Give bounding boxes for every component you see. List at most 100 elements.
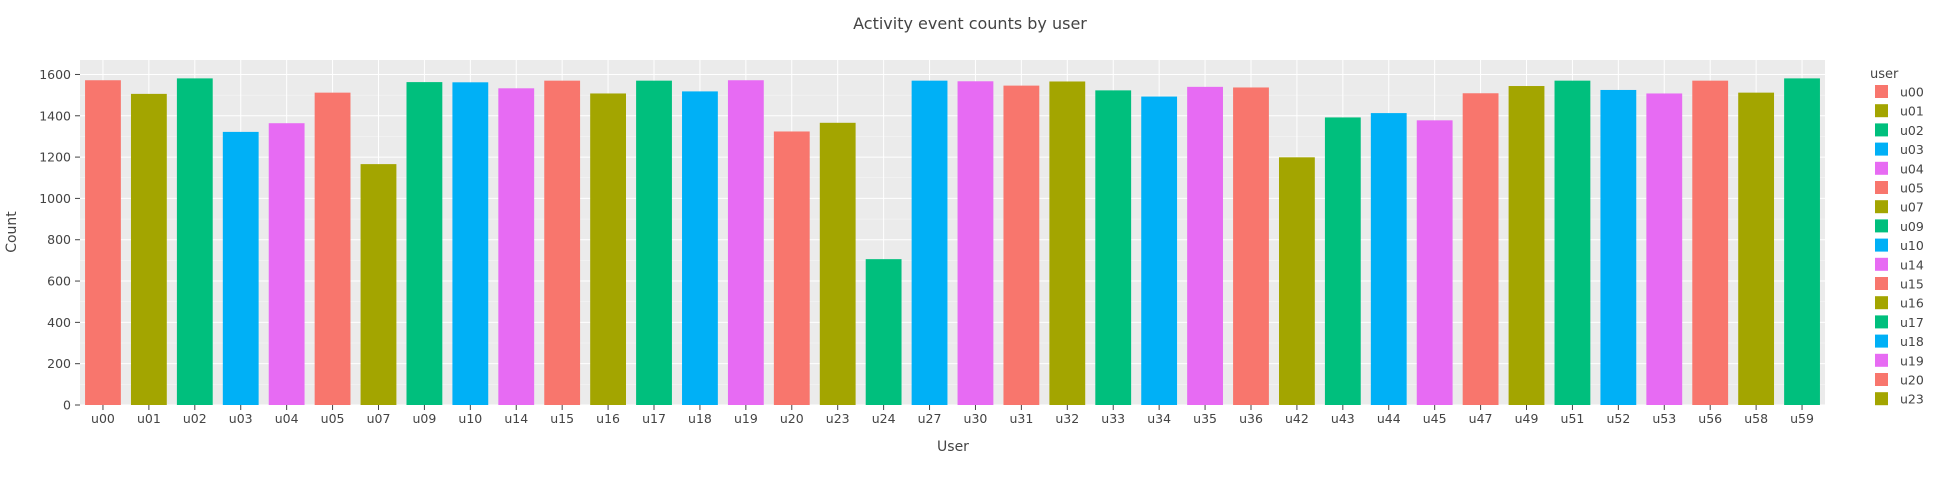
y-tick-label: 1400 [39,108,71,123]
x-tick-label: u15 [550,411,574,426]
legend-item-label: u02 [1900,123,1924,138]
x-tick-label: u32 [1055,411,1079,426]
bar-u15 [544,80,581,405]
legend-swatch [1875,219,1888,233]
legend-swatch [1875,104,1888,118]
y-axis-ticks: 0 200 400 600 800 1000 1200 1400 1600 [39,67,80,413]
bar-u20 [773,131,810,405]
bar-u23 [819,122,856,405]
bar-u14 [498,88,535,405]
y-tick-label: 200 [47,356,71,371]
legend-item-label: u14 [1900,257,1924,272]
x-tick-label: u35 [1193,411,1217,426]
bar-u19 [727,80,764,405]
x-tick-label: u53 [1652,411,1676,426]
bar-u42 [1278,157,1315,405]
legend-item-label: u16 [1900,296,1924,311]
bar-u51 [1554,80,1591,405]
x-tick-label: u02 [183,411,207,426]
x-tick-label: u31 [1009,411,1033,426]
x-tick-label: u44 [1377,411,1401,426]
bar-u33 [1095,90,1132,406]
x-tick-label: u19 [734,411,758,426]
x-tick-label: u09 [412,411,436,426]
legend-item-label: u15 [1900,277,1924,292]
x-tick-label: u03 [229,411,253,426]
legend-swatch [1875,392,1888,406]
x-tick-label: u45 [1423,411,1447,426]
legend-item-label: u00 [1900,85,1924,100]
x-tick-label: u51 [1561,411,1585,426]
bar-u43 [1324,117,1361,405]
legend-swatch [1875,277,1888,290]
x-tick-label: u33 [1101,411,1125,426]
bar-u27 [911,80,948,405]
bar-u45 [1416,120,1453,405]
x-tick-label: u04 [275,411,299,426]
x-tick-label: u24 [872,411,896,426]
legend-item-label: u09 [1900,219,1924,234]
bar-u03 [222,131,259,405]
bar-u35 [1187,86,1223,405]
legend-item-label: u05 [1900,181,1924,196]
bar-u09 [406,82,443,405]
y-tick-label: 800 [47,232,71,247]
bar-u34 [1141,96,1178,406]
legend-swatch [1875,142,1888,156]
y-axis-label: Count [4,211,20,253]
legend-swatch [1875,181,1888,194]
bar-u30 [957,81,994,405]
legend-item-label: u18 [1900,334,1924,349]
x-tick-label: u01 [137,411,161,426]
legend-swatch [1875,334,1888,348]
bar-u59 [1784,78,1820,405]
x-tick-label: u52 [1606,411,1630,426]
bar-u47 [1462,93,1499,405]
legend-item-label: u10 [1900,238,1924,253]
bar-u24 [865,259,902,405]
bar-u32 [1049,81,1086,405]
bar-u53 [1646,93,1683,405]
x-tick-label: u56 [1698,411,1722,426]
x-tick-label: u07 [367,411,391,426]
bar-u36 [1233,87,1269,406]
legend-swatch [1875,200,1888,214]
legend-item-label: u19 [1900,353,1924,368]
x-tick-label: u34 [1147,411,1171,426]
y-tick-label: 0 [63,398,71,413]
x-tick-label: u30 [964,411,988,426]
y-tick-label: 1600 [39,67,71,82]
legend-item-label: u07 [1900,200,1924,215]
bars-group [85,78,1820,406]
bar-u56 [1692,80,1729,405]
x-tick-label: u49 [1515,411,1539,426]
legend-swatch [1875,85,1888,98]
x-tick-label: u10 [458,411,482,426]
legend-item-label: u03 [1900,142,1924,157]
x-tick-label: u47 [1469,411,1493,426]
y-tick-label: 400 [47,315,71,330]
x-tick-label: u58 [1744,411,1768,426]
x-tick-label: u17 [642,411,666,426]
legend-item-label: u04 [1900,161,1924,176]
bar-u07 [360,164,397,405]
legend-swatch [1875,123,1888,137]
y-tick-label: 600 [47,274,71,289]
bar-u00 [85,80,121,405]
x-tick-label: u20 [780,411,804,426]
legend-swatch [1875,353,1888,367]
x-tick-label: u42 [1285,411,1309,426]
x-tick-label: u14 [504,411,528,426]
x-tick-label: u16 [596,411,620,426]
x-tick-label: u18 [688,411,712,426]
bar-u52 [1600,89,1637,406]
y-tick-label: 1000 [39,191,71,206]
bar-u58 [1738,92,1775,405]
x-tick-label: u00 [91,411,115,426]
legend: user u00 u01 u02 u03 u04 u05 u07 u09 u10 u14 u15 u1… [1870,67,1924,407]
x-tick-label: u05 [321,411,345,426]
bar-u02 [176,78,213,405]
legend-swatch [1875,296,1888,310]
x-axis-label: User [937,439,969,455]
bar-u16 [590,93,627,405]
